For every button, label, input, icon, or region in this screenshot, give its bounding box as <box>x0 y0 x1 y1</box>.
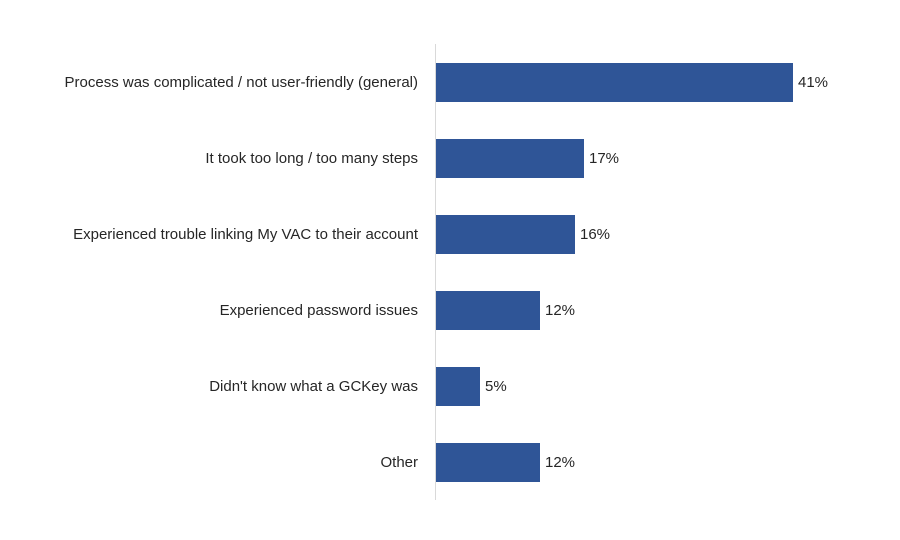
value-label: 5% <box>485 378 507 395</box>
value-label: 12% <box>545 302 576 319</box>
category-label: Experienced trouble linking My VAC to th… <box>73 226 418 243</box>
bar <box>436 291 540 330</box>
value-label: 17% <box>589 150 620 167</box>
bar <box>436 367 480 406</box>
bar-row: Process was complicated / not user-frien… <box>0 63 900 102</box>
value-label: 41% <box>798 74 829 91</box>
category-label: Experienced password issues <box>219 302 418 319</box>
bar-row: Experienced trouble linking My VAC to th… <box>0 215 900 254</box>
bar-row: Other 12% <box>0 443 900 482</box>
value-label: 12% <box>545 454 576 471</box>
bar-row: Didn't know what a GCKey was 5% <box>0 367 900 406</box>
bar-row: It took too long / too many steps 17% <box>0 139 900 178</box>
bar <box>436 63 793 102</box>
category-label: Didn't know what a GCKey was <box>209 378 418 395</box>
category-axis-line <box>435 44 436 500</box>
category-label: It took too long / too many steps <box>205 150 418 167</box>
value-label: 16% <box>580 226 611 243</box>
category-label: Process was complicated / not user-frien… <box>64 74 418 91</box>
bar <box>436 215 575 254</box>
bar <box>436 443 540 482</box>
bar-row: Experienced password issues 12% <box>0 291 900 330</box>
bar <box>436 139 584 178</box>
category-label: Other <box>380 454 418 471</box>
